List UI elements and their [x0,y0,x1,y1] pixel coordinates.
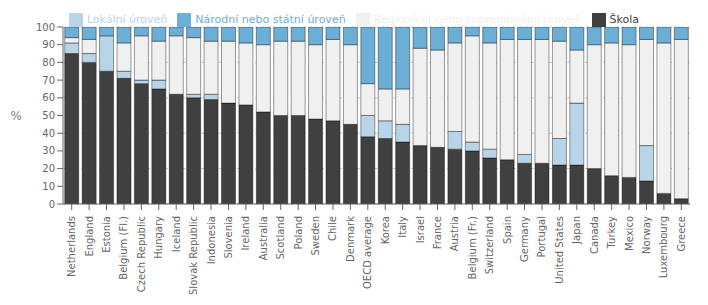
svg-text:Germany: Germany [519,216,530,262]
svg-text:40: 40 [42,128,55,139]
svg-text:Australia: Australia [258,216,269,260]
svg-text:Sweden: Sweden [310,216,321,256]
svg-text:Japan: Japan [571,216,582,245]
svg-text:England: England [84,216,95,257]
svg-text:100: 100 [36,22,55,33]
svg-text:Portugal: Portugal [536,216,547,257]
html-text:Regionální nebo subregionální: Regionální nebo subregionální úroveň [373,13,582,26]
svg-text:Iceland: Iceland [171,216,182,252]
svg-text:OECD average: OECD average [362,216,373,289]
svg-text:Turkey: Turkey [606,216,617,250]
svg-text:Indonesia: Indonesia [206,216,217,264]
svg-text:Scotland: Scotland [275,216,286,259]
svg-text:80: 80 [42,57,55,68]
svg-text:Canada: Canada [589,216,600,254]
svg-text:Mexico: Mexico [624,216,635,251]
svg-text:Estonia: Estonia [101,216,112,253]
svg-text:Switzerland: Switzerland [484,216,495,274]
svg-text:50: 50 [42,110,55,121]
html-text:Škola: Škola [609,13,640,26]
svg-text:Chile: Chile [327,216,338,241]
svg-text:Norway: Norway [641,216,652,254]
svg-text:Greece: Greece [676,216,687,252]
svg-text:20: 20 [42,163,55,174]
svg-text:Luxembourg: Luxembourg [658,216,669,278]
svg-text:Netherlands: Netherlands [66,216,77,277]
svg-text:10: 10 [42,181,55,192]
svg-text:United States: United States [554,216,565,284]
svg-text:Austria: Austria [449,216,460,251]
svg-text:70: 70 [42,75,55,86]
html-text:Lokální úroveň: Lokální úroveň [86,13,168,26]
svg-text:Hungary: Hungary [153,216,164,259]
svg-text:Ireland: Ireland [240,216,251,251]
svg-text:90: 90 [42,39,55,50]
svg-text:Belgium (Fl.): Belgium (Fl.) [118,216,129,280]
svg-text:Slovenia: Slovenia [223,216,234,259]
svg-text:%: % [11,109,22,123]
svg-text:Belgium (Fr.): Belgium (Fr.) [467,216,478,279]
svg-text:60: 60 [42,92,55,103]
svg-text:Spain: Spain [502,216,513,244]
svg-text:France: France [432,216,443,249]
svg-text:Slovak Republic: Slovak Republic [188,216,199,295]
svg-text:30: 30 [42,145,55,156]
svg-text:0: 0 [49,199,55,210]
html-text:Národní nebo státní úroveň: Národní nebo státní úroveň [195,13,346,26]
svg-text:Italy: Italy [397,216,408,238]
svg-text:Korea: Korea [380,216,391,244]
svg-text:Poland: Poland [293,216,304,249]
svg-text:Denmark: Denmark [345,216,356,262]
svg-text:Israel: Israel [415,216,426,243]
svg-text:Czech Republic: Czech Republic [136,216,147,292]
